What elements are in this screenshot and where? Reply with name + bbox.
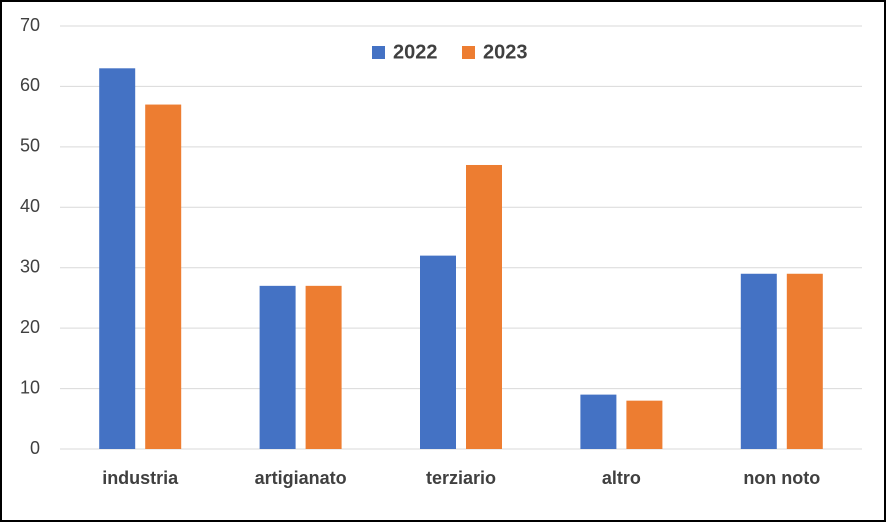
legend-swatch — [462, 46, 475, 59]
bar — [466, 164, 502, 449]
x-tick-label: artigianato — [255, 468, 347, 488]
y-tick-label: 0 — [30, 438, 40, 458]
y-tick-label: 30 — [20, 256, 40, 276]
bar — [786, 273, 823, 449]
bar — [99, 68, 136, 450]
bar — [305, 285, 342, 449]
bar — [580, 394, 617, 449]
x-tick-label: industria — [102, 468, 179, 488]
bar — [259, 285, 296, 449]
x-tick-label: non noto — [743, 468, 820, 488]
y-tick-label: 10 — [20, 377, 40, 397]
legend-swatch — [372, 46, 385, 59]
bar — [420, 255, 456, 449]
y-tick-label: 70 — [20, 15, 40, 35]
legend-label: 2022 — [393, 41, 438, 63]
bar — [740, 273, 777, 449]
y-tick-label: 20 — [20, 317, 40, 337]
x-tick-label: altro — [602, 468, 641, 488]
y-tick-label: 50 — [20, 136, 40, 156]
bar — [626, 400, 663, 449]
bar — [145, 104, 182, 450]
y-tick-label: 40 — [20, 196, 40, 216]
legend-label: 2023 — [483, 41, 528, 63]
x-tick-label: terziario — [426, 468, 496, 488]
y-tick-label: 60 — [20, 75, 40, 95]
